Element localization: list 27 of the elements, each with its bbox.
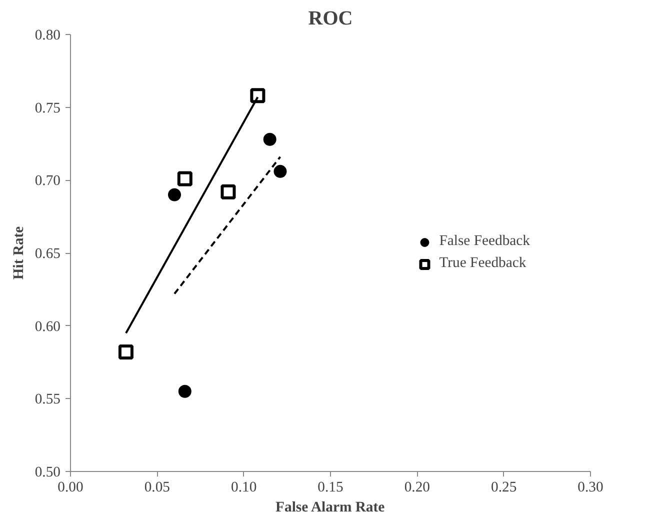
x-tick-label: 0.30 (578, 480, 604, 496)
y-tick-label: 0.75 (34, 100, 61, 116)
x-tick-label: 0.05 (144, 480, 170, 496)
chart-title: ROC (308, 8, 353, 30)
y-axis-title: Hit Rate (10, 226, 27, 280)
point (263, 132, 276, 146)
y-tick-label: 0.70 (34, 173, 61, 190)
point (168, 188, 181, 202)
x-tick-label: 0.25 (491, 480, 517, 496)
point (178, 384, 192, 398)
point (250, 88, 266, 104)
x-tick-label: 0.15 (318, 480, 344, 496)
x-tick-label: 0.10 (231, 480, 257, 496)
y-tick-label: 0.60 (34, 318, 61, 335)
legend-label: False Feedback (439, 233, 530, 250)
legend-label: True Feedback (439, 255, 526, 272)
y-tick-label: 0.50 (34, 464, 61, 480)
y-tick-label: 0.80 (34, 28, 61, 44)
x-tick-label: 0.20 (404, 480, 430, 496)
x-axis-title: False Alarm Rate (276, 500, 386, 516)
point (118, 344, 134, 360)
y-tick-label: 0.55 (34, 392, 61, 408)
y-tick-label: 0.65 (34, 246, 61, 262)
point (274, 164, 287, 178)
point (220, 184, 236, 200)
point (177, 171, 192, 186)
x-tick-label: 0.00 (58, 480, 84, 496)
